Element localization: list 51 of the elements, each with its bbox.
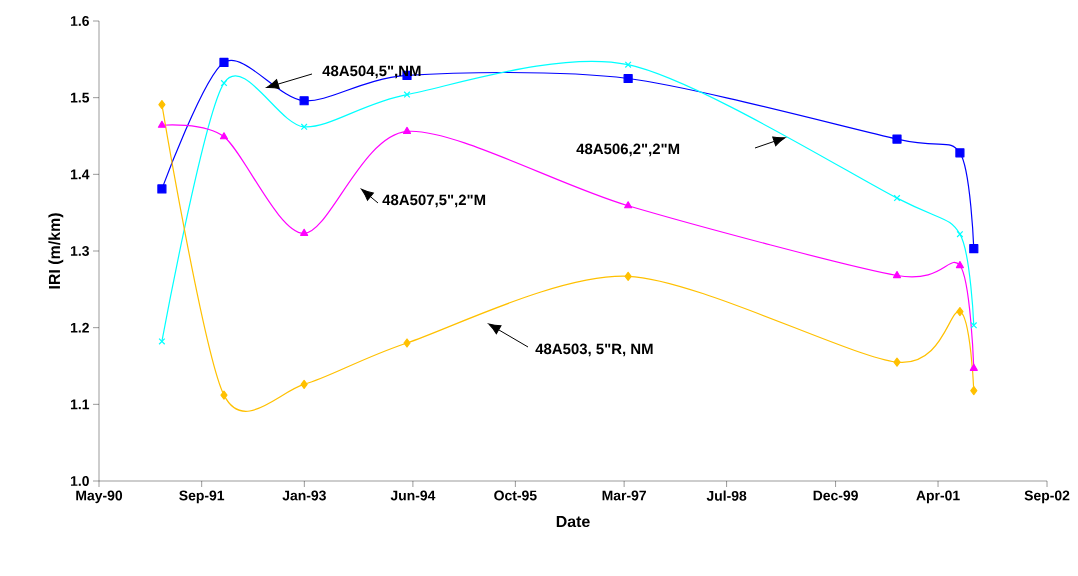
annotation: 48A507,5",2"M	[382, 194, 486, 208]
point	[624, 271, 632, 281]
point	[300, 123, 308, 131]
x-tick-label: Jun-94	[390, 490, 436, 501]
point	[402, 126, 412, 134]
point	[157, 184, 167, 194]
point	[300, 379, 308, 389]
x-tick-label: May-90	[76, 490, 123, 504]
point	[219, 57, 229, 67]
point	[892, 270, 902, 279]
point	[158, 99, 166, 110]
point	[157, 120, 166, 128]
annotation: 48A503, 5"R, NM	[535, 343, 653, 357]
x-tick-label: Jan-93	[282, 490, 326, 501]
annotation: 48A504,5",NM	[322, 65, 421, 79]
x-tick-label: Jul-98	[706, 490, 747, 501]
point	[969, 363, 978, 371]
point	[955, 148, 965, 158]
x-tick-label: Mar-97	[602, 490, 646, 501]
point	[158, 338, 166, 345]
x-tick-label: Apr-01	[916, 490, 960, 504]
point	[220, 390, 228, 400]
point	[969, 244, 979, 254]
y-tick-label: 1.1	[70, 399, 90, 410]
point	[955, 260, 964, 269]
point	[623, 73, 633, 84]
point	[970, 385, 978, 396]
point	[403, 91, 411, 99]
point	[624, 201, 633, 209]
x-axis-title: Date	[556, 515, 590, 528]
point	[892, 134, 902, 144]
point	[299, 96, 309, 106]
point	[219, 132, 229, 140]
point	[403, 338, 411, 348]
point	[970, 321, 978, 329]
y-tick-label: 1.3	[70, 246, 89, 256]
y-tick-label: 1.0	[70, 476, 89, 486]
x-tick-label: Oct-95	[494, 490, 537, 501]
point	[624, 61, 632, 69]
x-tick-label: Dec-99	[813, 490, 858, 501]
y-tick-label: 1.2	[70, 322, 89, 333]
y-tick-label: 1.6	[70, 16, 89, 26]
y-axis-title: IRI (m/km)	[48, 213, 64, 289]
point	[300, 228, 309, 236]
y-tick-label: 1.5	[70, 92, 90, 103]
point	[956, 306, 964, 317]
annotation: 48A506,2",2"M	[576, 143, 680, 157]
y-tick-label: 1.4	[70, 169, 90, 180]
x-tick-label: Sep-91	[179, 490, 225, 504]
x-tick-label: Sep-02	[1024, 490, 1070, 504]
point	[893, 357, 901, 367]
